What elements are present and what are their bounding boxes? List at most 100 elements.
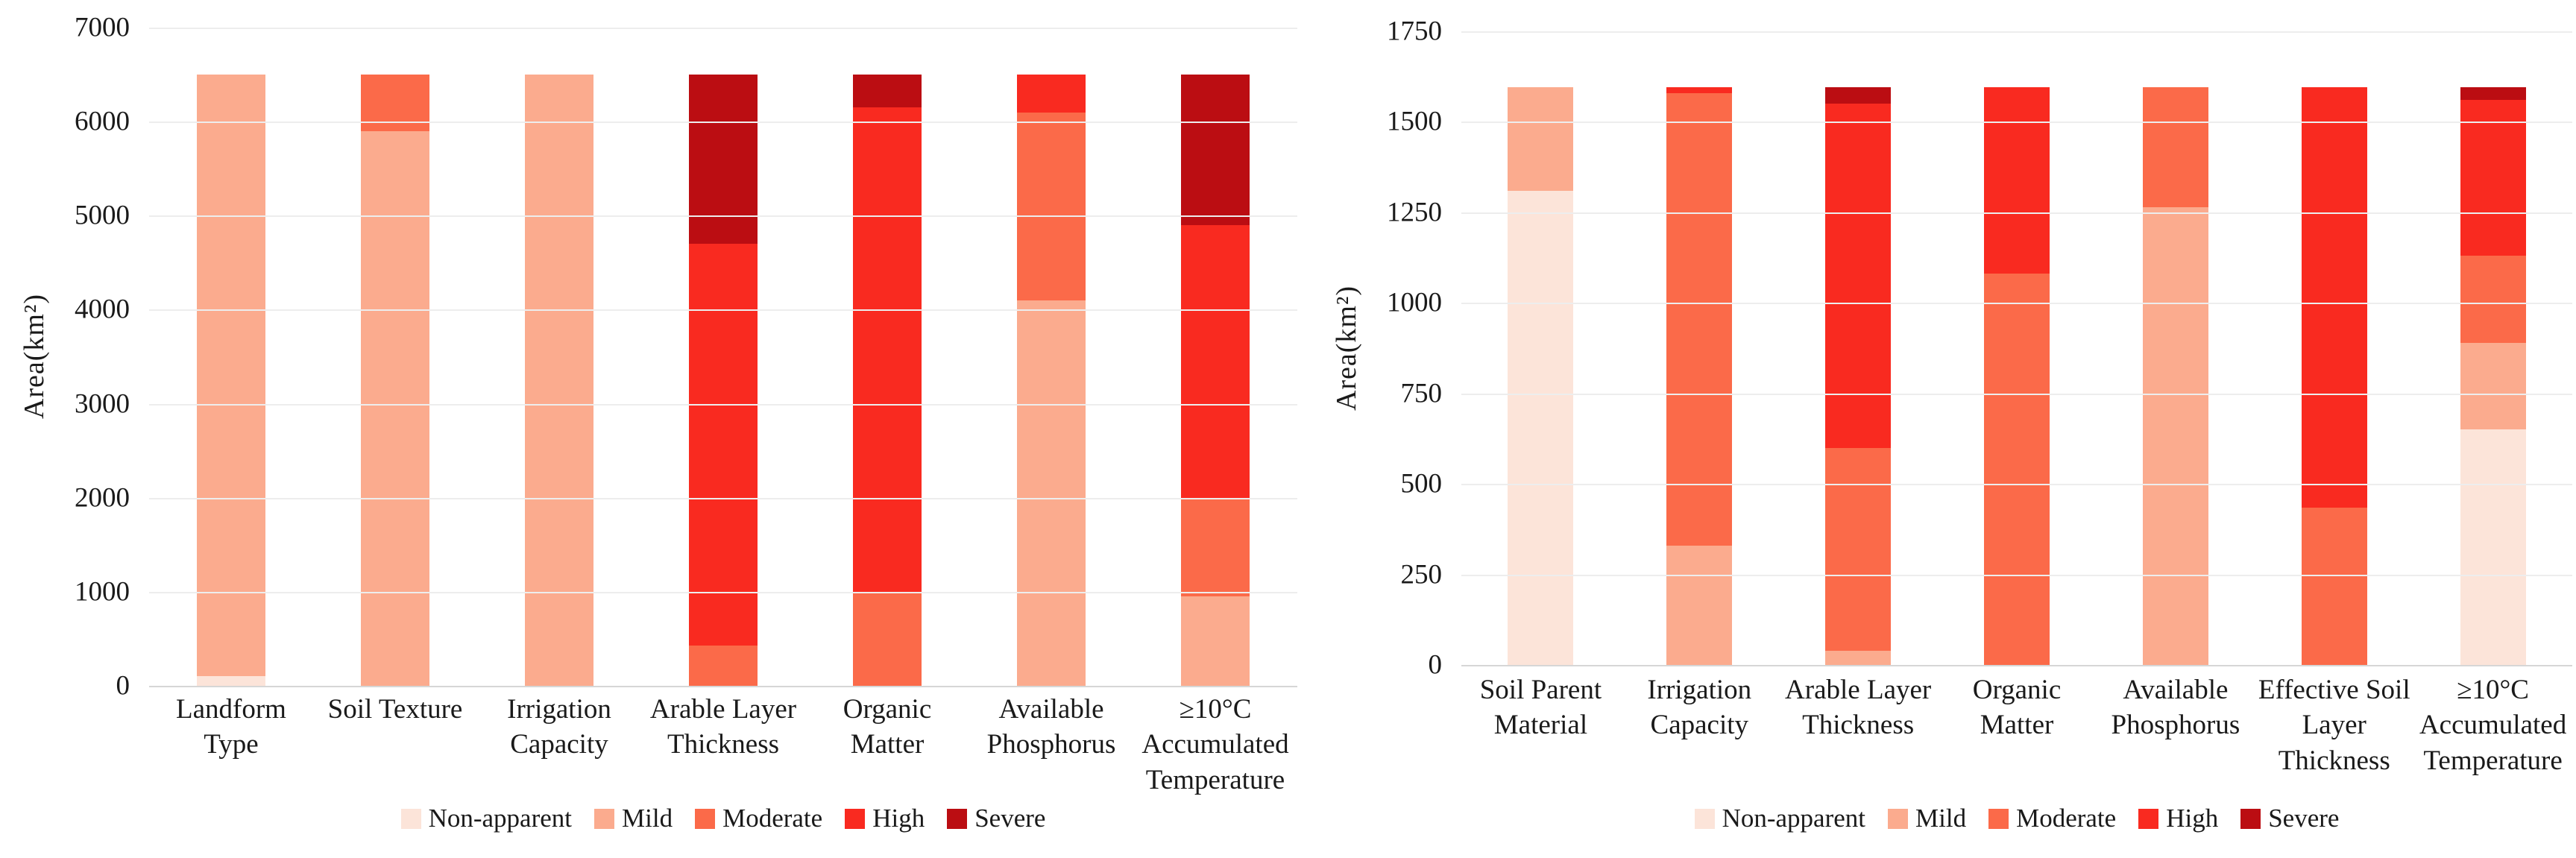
gridline bbox=[1461, 31, 2572, 33]
legend-label: High bbox=[2166, 804, 2219, 833]
y-tick-label: 0 bbox=[1428, 649, 1443, 681]
y-tick-label: 1000 bbox=[75, 576, 130, 608]
category-label: Irrigation Capacity bbox=[1647, 675, 1752, 741]
legend-label: Mild bbox=[622, 804, 673, 833]
legend-item-mild: Mild bbox=[594, 804, 673, 833]
legend-swatch-mild-icon bbox=[594, 808, 614, 829]
bar-segment-mild bbox=[525, 75, 593, 686]
category-slot bbox=[1779, 31, 1938, 665]
bar-segment-non-apparent bbox=[1508, 190, 1574, 665]
category-slot bbox=[641, 28, 805, 686]
category-slot bbox=[1938, 31, 2097, 665]
category-label: Arable Layer Thickness bbox=[649, 694, 797, 760]
category-slot bbox=[313, 28, 477, 686]
stacked-bar-organic-matter bbox=[853, 75, 922, 686]
y-tick-label: 2000 bbox=[75, 482, 130, 514]
bars bbox=[1461, 31, 2572, 665]
legend-label: Non-apparent bbox=[428, 804, 572, 833]
bar-segment-moderate bbox=[1984, 274, 2050, 665]
legend-item-non-apparent: Non-apparent bbox=[400, 804, 572, 833]
legend-swatch-non-apparent-icon bbox=[1694, 808, 1715, 829]
category-label-slot: ≥10°C Accumulated Temperature bbox=[2413, 672, 2572, 778]
gridline bbox=[1461, 393, 2572, 395]
bar-segment-severe bbox=[853, 75, 922, 108]
category-label: Organic Matter bbox=[1972, 675, 2062, 741]
bar-segment-severe bbox=[1181, 75, 1250, 225]
gridline bbox=[149, 591, 1297, 593]
category-slot bbox=[2096, 31, 2255, 665]
y-tick-label: 1000 bbox=[1387, 287, 1442, 318]
category-label-slot: Effective Soil Layer Thickness bbox=[2255, 672, 2413, 778]
category-label: Available Phosphorus bbox=[2111, 675, 2240, 741]
stacked-bar-available-phosphorus bbox=[1017, 75, 1086, 686]
plot-area bbox=[1461, 31, 2572, 666]
category-label-slot: Soil Parent Material bbox=[1461, 672, 1620, 778]
chart-left-panel: Area(km²) 0 1000 2000 3000 4000 5000 6000 7000 … bbox=[19, 12, 1297, 833]
category-label-slot: Irrigation Capacity bbox=[1620, 672, 1779, 778]
bar-segment-moderate bbox=[1181, 497, 1250, 597]
legend-item-non-apparent: Non-apparent bbox=[1694, 804, 1865, 833]
x-axis-line bbox=[1461, 665, 2572, 666]
legend-label: High bbox=[872, 804, 925, 833]
stacked-bar-effective-soil-layer-thickness bbox=[2301, 87, 2367, 665]
category-label: Irrigation Capacity bbox=[507, 694, 611, 760]
bars bbox=[149, 28, 1297, 686]
gridline bbox=[149, 28, 1297, 29]
legend-item-high: High bbox=[2138, 804, 2218, 833]
y-tick-label: 750 bbox=[1400, 378, 1443, 409]
category-slot bbox=[805, 28, 969, 686]
legend-item-moderate: Moderate bbox=[695, 804, 822, 833]
category-label-slot: Soil Texture bbox=[313, 692, 477, 798]
category-label: Organic Matter bbox=[843, 694, 932, 760]
bar-segment-severe bbox=[2460, 87, 2526, 101]
y-tick-label: 250 bbox=[1400, 559, 1443, 590]
y-tick-label: 3000 bbox=[75, 388, 130, 420]
bar-segment-moderate bbox=[2301, 507, 2367, 665]
bar-segment-moderate bbox=[1666, 92, 1733, 546]
legend-item-severe: Severe bbox=[947, 804, 1045, 833]
bar-segment-severe bbox=[1825, 87, 1892, 104]
gridline bbox=[1461, 122, 2572, 124]
legend-swatch-moderate-icon bbox=[695, 808, 716, 829]
bar-segment-moderate bbox=[1017, 112, 1086, 300]
bar-segment-mild bbox=[1017, 300, 1086, 686]
bar-segment-mild bbox=[1181, 596, 1250, 686]
bar-segment-high bbox=[1017, 75, 1086, 113]
category-label-slot: Arable Layer Thickness bbox=[641, 692, 805, 798]
stacked-bar-arable-layer-thickness bbox=[689, 75, 758, 686]
chart-right-panel: Area(km²) 0 250 500 750 1000 1250 1500 1750 Soi… bbox=[1305, 0, 2576, 858]
legend: Non-apparent Mild Moderate High Severe bbox=[1461, 804, 2572, 833]
gridline bbox=[1461, 212, 2572, 214]
gridline bbox=[149, 497, 1297, 499]
y-tick-label: 5000 bbox=[75, 200, 130, 231]
category-label-slot: ≥10°C Accumulated Temperature bbox=[1133, 692, 1297, 798]
legend-swatch-moderate-icon bbox=[1988, 808, 2009, 829]
gridline bbox=[149, 309, 1297, 312]
bar-segment-non-apparent bbox=[197, 676, 265, 686]
gridline bbox=[1461, 484, 2572, 486]
bar-segment-mild bbox=[361, 130, 429, 686]
y-tick-label: 4000 bbox=[75, 294, 130, 325]
y-tick-label: 0 bbox=[116, 670, 130, 701]
stacked-bar-irrigation-capacity bbox=[525, 75, 593, 686]
y-tick-label: 7000 bbox=[75, 12, 130, 43]
legend-swatch-non-apparent-icon bbox=[400, 808, 421, 829]
stacked-bar-10-c-accumulated-temperature bbox=[2460, 87, 2526, 665]
bar-segment-mild bbox=[1825, 650, 1892, 665]
gridline bbox=[149, 215, 1297, 218]
category-label: Soil Texture bbox=[327, 694, 463, 725]
bar-segment-high bbox=[689, 244, 758, 646]
bar-segment-high bbox=[1666, 87, 1733, 93]
category-slot bbox=[1133, 28, 1297, 686]
bar-segment-mild bbox=[2460, 342, 2526, 430]
y-tick-label: 500 bbox=[1400, 468, 1443, 499]
y-tick-label: 1750 bbox=[1387, 16, 1442, 47]
legend-label: Severe bbox=[974, 804, 1046, 833]
bar-segment-moderate bbox=[2142, 87, 2208, 207]
category-label-slot: Arable Layer Thickness bbox=[1779, 672, 1938, 778]
stacked-bar-available-phosphorus bbox=[2142, 87, 2208, 665]
category-label-slot: Available Phosphorus bbox=[2096, 672, 2255, 778]
legend-label: Severe bbox=[2268, 804, 2340, 833]
category-slot bbox=[2413, 31, 2572, 665]
